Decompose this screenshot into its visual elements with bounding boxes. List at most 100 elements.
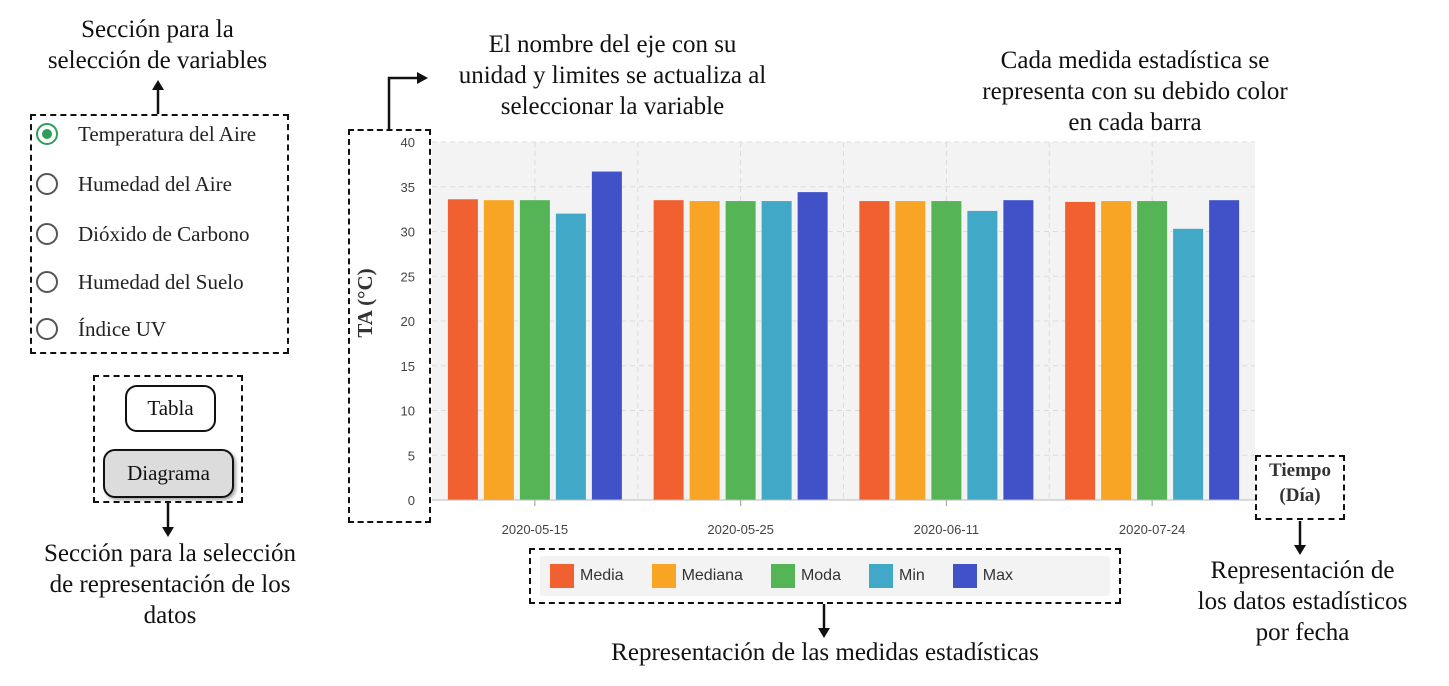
y-tick-label: 0 — [408, 493, 415, 508]
caption-line: los datos estadísticos — [1197, 588, 1408, 615]
bar-moda-2020-06-11 — [931, 201, 962, 500]
radio-option-humedad-aire[interactable]: Humedad del Aire — [36, 169, 232, 199]
x-axis-title-line: (Día) — [1279, 485, 1321, 506]
bar-media-2020-05-15 — [447, 199, 478, 500]
legend-label: Min — [898, 567, 925, 584]
date-caption: Representación de los datos estadísticos… — [1170, 555, 1435, 648]
caption-line: de representación de los — [49, 571, 291, 598]
caption-line: Representación de — [1210, 557, 1395, 584]
legend-swatch — [952, 564, 977, 588]
caption-line: El nombre del eje con su — [488, 31, 737, 58]
y-tick-label: 35 — [401, 180, 415, 195]
x-tick-label: 2020-05-25 — [707, 522, 774, 537]
bar-max-2020-07-24 — [1209, 200, 1240, 501]
radio-option-dioxido[interactable]: Dióxido de Carbono — [36, 219, 249, 249]
up-arrow-icon — [152, 80, 164, 114]
bar-max-2020-05-25 — [797, 192, 828, 500]
radio-button[interactable] — [36, 173, 58, 195]
x-axis-ticks: 2020-05-15 2020-05-25 2020-06-11 2020-07-24 — [502, 500, 1185, 537]
legend-item-max[interactable]: Max — [952, 564, 1013, 588]
bar-mediana-2020-05-15 — [483, 200, 514, 501]
caption-line: unidad y limites se actualiza al — [458, 62, 767, 89]
axis-update-caption: El nombre del eje con su unidad y limite… — [425, 29, 800, 122]
legend-label: Mediana — [681, 567, 743, 584]
down-arrow-icon — [818, 604, 830, 638]
x-tick-label: 2020-06-11 — [914, 522, 980, 537]
legend-swatch — [770, 564, 795, 588]
representation-dashed-box — [93, 375, 243, 503]
legend-label: Max — [982, 567, 1013, 584]
down-arrow-icon — [1294, 521, 1306, 555]
caption-line: en cada barra — [1068, 109, 1202, 136]
legend-label: Moda — [800, 567, 841, 584]
bar-mediana-2020-05-25 — [689, 201, 720, 500]
bar-media-2020-06-11 — [859, 201, 890, 500]
x-axis-title: Tiempo (Día) — [1255, 458, 1345, 508]
caption-line: por fecha — [1255, 619, 1350, 646]
bar-max-2020-05-15 — [591, 171, 622, 500]
radio-label: Temperatura del Aire — [78, 121, 257, 146]
legend-swatch — [550, 564, 574, 588]
bar-min-2020-06-11 — [967, 210, 998, 501]
bars — [447, 171, 1240, 501]
bar-min-2020-05-25 — [761, 201, 792, 500]
legend-swatch — [868, 564, 893, 588]
x-axis-title-dashed-box — [1255, 455, 1345, 520]
radio-label: Humedad del Aire — [78, 171, 232, 196]
radio-button[interactable] — [36, 223, 58, 245]
y-tick-label: 5 — [408, 448, 415, 463]
legend-item-moda[interactable]: Moda — [770, 564, 841, 588]
bar-mediana-2020-06-11 — [895, 201, 926, 500]
radio-option-temperatura[interactable]: Temperatura del Aire — [36, 119, 256, 149]
bar-min-2020-05-15 — [555, 213, 586, 500]
tabla-button[interactable]: Tabla — [125, 385, 216, 432]
color-caption: Cada medida estadística se representa co… — [945, 45, 1325, 138]
bar-media-2020-05-25 — [653, 200, 684, 501]
y-tick-label: 10 — [401, 404, 415, 419]
bar-media-2020-07-24 — [1065, 201, 1096, 500]
radio-label: Índice UV — [78, 316, 167, 341]
y-tick-label: 40 — [401, 135, 415, 150]
y-tick-label: 25 — [401, 269, 415, 284]
y-axis-ticks: 0 5 10 15 20 25 30 35 40 — [401, 135, 415, 508]
legend-dashed-box — [529, 548, 1121, 604]
variables-section-caption: Sección para la selección de variables — [20, 14, 295, 76]
caption-line: representa con su debido color — [982, 78, 1288, 105]
bar-moda-2020-07-24 — [1137, 201, 1168, 500]
variables-dashed-box — [30, 114, 289, 354]
bar-moda-2020-05-15 — [519, 200, 550, 501]
y-axis-title: TA (°C) — [353, 268, 377, 337]
legend-label: Media — [580, 567, 624, 584]
caption-line: Cada medida estadística se — [1000, 47, 1270, 74]
legend-item-min[interactable]: Min — [868, 564, 925, 588]
legend-item-media[interactable]: Media — [550, 564, 624, 588]
bar-max-2020-06-11 — [1003, 200, 1034, 501]
chart-legend: Media Mediana Moda Min Max — [540, 556, 1110, 596]
caption-line: selección de variables — [47, 47, 268, 74]
radio-button[interactable] — [36, 271, 58, 293]
caption-line: datos — [143, 602, 197, 629]
caption-line: seleccionar la variable — [500, 93, 725, 120]
legend-item-mediana[interactable]: Mediana — [651, 564, 743, 588]
radio-button[interactable] — [36, 318, 58, 340]
diagrama-button[interactable]: Diagrama — [103, 449, 234, 498]
radio-label: Dióxido de Carbono — [78, 221, 250, 246]
plot-area — [432, 142, 1255, 500]
representation-section-caption: Sección para la selección de representac… — [10, 538, 330, 631]
y-axis-dashed-box — [348, 129, 431, 523]
down-arrow-icon — [162, 503, 174, 537]
x-tick-label: 2020-05-15 — [502, 522, 569, 537]
y-tick-label: 20 — [401, 314, 415, 329]
bar-mediana-2020-07-24 — [1101, 201, 1132, 500]
legend-swatch — [651, 564, 676, 588]
bar-min-2020-07-24 — [1173, 228, 1204, 500]
caption-line: Sección para la — [81, 16, 234, 43]
legend-caption: Representación de las medidas estadístic… — [611, 639, 1039, 666]
corner-arrow-icon — [387, 72, 428, 130]
radio-label: Humedad del Suelo — [78, 269, 244, 294]
radio-button[interactable] — [36, 123, 58, 145]
radio-option-humedad-suelo[interactable]: Humedad del Suelo — [36, 267, 244, 297]
bar-moda-2020-05-25 — [725, 201, 756, 500]
radio-option-indice-uv[interactable]: Índice UV — [36, 314, 166, 344]
